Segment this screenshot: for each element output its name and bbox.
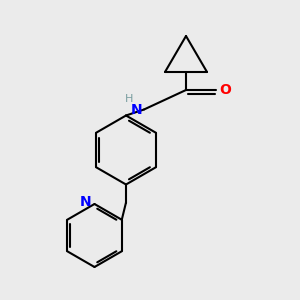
- Text: H: H: [125, 94, 133, 104]
- Text: N: N: [131, 103, 142, 116]
- Text: O: O: [220, 83, 232, 97]
- Text: N: N: [79, 196, 91, 209]
